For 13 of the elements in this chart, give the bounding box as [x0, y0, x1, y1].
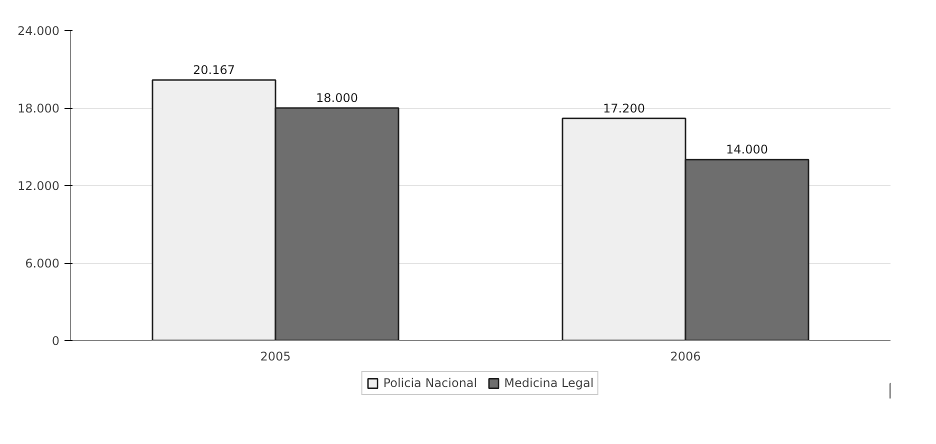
legend-label: Medicina Legal — [504, 376, 594, 390]
y-tick-label: 24.000 — [18, 24, 60, 38]
y-tick-label: 0 — [52, 334, 60, 348]
data-label: 14.000 — [726, 142, 768, 157]
data-label: 17.200 — [603, 101, 646, 116]
x-tick-label: 2006 — [670, 350, 701, 364]
data-label: 20.167 — [193, 63, 236, 78]
y-tick-label: 12.000 — [18, 179, 60, 193]
legend-label: Policia Nacional — [383, 376, 478, 390]
data-label: 18.000 — [316, 91, 358, 105]
x-tick-label: 2005 — [260, 350, 291, 364]
y-tick-label: 6.000 — [25, 256, 60, 270]
y-tick-label: 18.000 — [18, 102, 60, 116]
